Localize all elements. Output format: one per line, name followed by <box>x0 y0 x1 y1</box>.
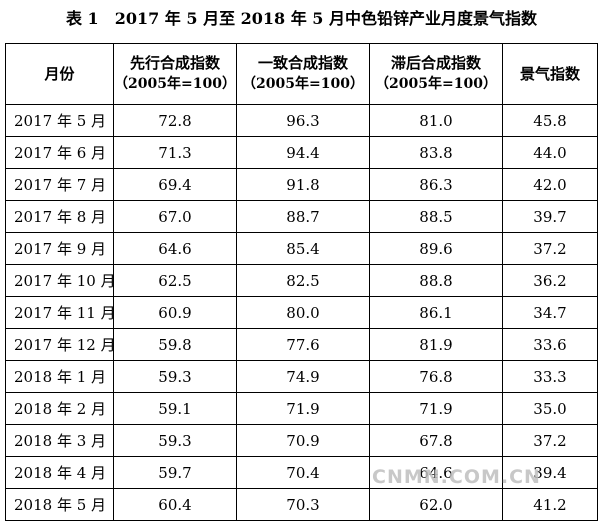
header-coincident-index: 一致合成指数 （2005年=100） <box>236 43 370 105</box>
cell-prosperity: 42.0 <box>502 168 598 201</box>
cell-prosperity: 35.0 <box>502 392 598 425</box>
header-lagging-index: 滞后合成指数 （2005年=100） <box>369 43 503 105</box>
table-body: 2017 年 5 月 72.8 96.3 81.0 45.8 2017 年 6 … <box>5 104 598 521</box>
table-row: 2017 年 9 月 64.6 85.4 89.6 37.2 <box>5 232 598 265</box>
cell-coincident: 70.4 <box>236 456 370 489</box>
table-header-row: 月份 先行合成指数 （2005年=100） 一致合成指数 （2005年=100）… <box>5 43 598 105</box>
cell-coincident: 82.5 <box>236 264 370 297</box>
table-row: 2018 年 2 月 59.1 71.9 71.9 35.0 <box>5 392 598 425</box>
cell-leading: 59.7 <box>113 456 237 489</box>
cell-month: 2017 年 12 月 <box>5 328 114 361</box>
cell-month: 2017 年 7 月 <box>5 168 114 201</box>
cell-lagging: 76.8 <box>369 360 503 393</box>
cell-coincident: 70.9 <box>236 424 370 457</box>
cell-month: 2017 年 6 月 <box>5 136 114 169</box>
prosperity-index-table: 月份 先行合成指数 （2005年=100） 一致合成指数 （2005年=100）… <box>5 43 598 521</box>
cell-lagging: 64.6 <box>369 456 503 489</box>
cell-coincident: 94.4 <box>236 136 370 169</box>
cell-leading: 64.6 <box>113 232 237 265</box>
table-row: 2018 年 3 月 59.3 70.9 67.8 37.2 <box>5 424 598 457</box>
table-row: 2017 年 5 月 72.8 96.3 81.0 45.8 <box>5 104 598 137</box>
table-row: 2017 年 6 月 71.3 94.4 83.8 44.0 <box>5 136 598 169</box>
cell-prosperity: 45.8 <box>502 104 598 137</box>
table-row: 2018 年 1 月 59.3 74.9 76.8 33.3 <box>5 360 598 393</box>
cell-lagging: 71.9 <box>369 392 503 425</box>
cell-prosperity: 37.2 <box>502 424 598 457</box>
cell-lagging: 62.0 <box>369 488 503 521</box>
cell-leading: 59.1 <box>113 392 237 425</box>
cell-prosperity: 34.7 <box>502 296 598 329</box>
cell-prosperity: 44.0 <box>502 136 598 169</box>
cell-month: 2017 年 11 月 <box>5 296 114 329</box>
cell-month: 2018 年 5 月 <box>5 488 114 521</box>
header-leading-index: 先行合成指数 （2005年=100） <box>113 43 237 105</box>
header-leading-base: （2005年=100） <box>114 76 236 92</box>
cell-prosperity: 39.7 <box>502 200 598 233</box>
table-row: 2018 年 5 月 60.4 70.3 62.0 41.2 <box>5 488 598 521</box>
watermark-text: CNMN.COM.CN <box>372 466 541 488</box>
cell-lagging: 89.6 <box>369 232 503 265</box>
cell-leading: 59.3 <box>113 360 237 393</box>
cell-leading: 72.8 <box>113 104 237 137</box>
cell-lagging: 86.3 <box>369 168 503 201</box>
cell-prosperity: 33.3 <box>502 360 598 393</box>
cell-prosperity: 39.4 <box>502 456 598 489</box>
cell-month: 2018 年 2 月 <box>5 392 114 425</box>
cell-prosperity: 36.2 <box>502 264 598 297</box>
table-row: 2017 年 11 月 60.9 80.0 86.1 34.7 <box>5 296 598 329</box>
cell-month: 2017 年 9 月 <box>5 232 114 265</box>
cell-leading: 60.4 <box>113 488 237 521</box>
table-title: 表 1 2017 年 5 月至 2018 年 5 月中色铅锌产业月度景气指数 <box>65 9 538 28</box>
cell-leading: 59.8 <box>113 328 237 361</box>
cell-month: 2018 年 1 月 <box>5 360 114 393</box>
header-month-label: 月份 <box>44 64 75 83</box>
cell-month: 2018 年 4 月 <box>5 456 114 489</box>
cell-prosperity: 41.2 <box>502 488 598 521</box>
cell-leading: 60.9 <box>113 296 237 329</box>
cell-leading: 67.0 <box>113 200 237 233</box>
table-row: 2017 年 8 月 67.0 88.7 88.5 39.7 <box>5 200 598 233</box>
header-coincident-label: 一致合成指数 <box>257 54 348 72</box>
header-prosperity-index: 景气指数 <box>502 43 598 105</box>
cell-lagging: 83.8 <box>369 136 503 169</box>
header-month: 月份 <box>5 43 114 105</box>
cell-coincident: 74.9 <box>236 360 370 393</box>
cell-month: 2017 年 5 月 <box>5 104 114 137</box>
table-row: 2017 年 10 月 62.5 82.5 88.8 36.2 <box>5 264 598 297</box>
cell-coincident: 80.0 <box>236 296 370 329</box>
cell-lagging: 81.0 <box>369 104 503 137</box>
cell-coincident: 88.7 <box>236 200 370 233</box>
header-coincident-base: （2005年=100） <box>242 76 364 92</box>
cell-leading: 69.4 <box>113 168 237 201</box>
header-leading-label: 先行合成指数 <box>129 54 220 72</box>
cell-prosperity: 33.6 <box>502 328 598 361</box>
cell-lagging: 88.5 <box>369 200 503 233</box>
header-prosperity-label: 景气指数 <box>519 64 580 83</box>
header-lagging-label: 滞后合成指数 <box>390 54 481 72</box>
cell-month: 2017 年 10 月 <box>5 264 114 297</box>
header-lagging-base: （2005年=100） <box>375 76 497 92</box>
cell-leading: 62.5 <box>113 264 237 297</box>
cell-coincident: 91.8 <box>236 168 370 201</box>
cell-prosperity: 37.2 <box>502 232 598 265</box>
cell-month: 2017 年 8 月 <box>5 200 114 233</box>
cell-lagging: 81.9 <box>369 328 503 361</box>
table-row: 2017 年 7 月 69.4 91.8 86.3 42.0 <box>5 168 598 201</box>
cell-coincident: 77.6 <box>236 328 370 361</box>
table-row: 2017 年 12 月 59.8 77.6 81.9 33.6 <box>5 328 598 361</box>
cell-coincident: 71.9 <box>236 392 370 425</box>
cell-lagging: 88.8 <box>369 264 503 297</box>
table-row: 2018 年 4 月 59.7 70.4 64.6 39.4 <box>5 456 598 489</box>
cell-leading: 71.3 <box>113 136 237 169</box>
cell-coincident: 85.4 <box>236 232 370 265</box>
cell-leading: 59.3 <box>113 424 237 457</box>
cell-coincident: 96.3 <box>236 104 370 137</box>
cell-coincident: 70.3 <box>236 488 370 521</box>
cell-lagging: 86.1 <box>369 296 503 329</box>
cell-lagging: 67.8 <box>369 424 503 457</box>
cell-month: 2018 年 3 月 <box>5 424 114 457</box>
